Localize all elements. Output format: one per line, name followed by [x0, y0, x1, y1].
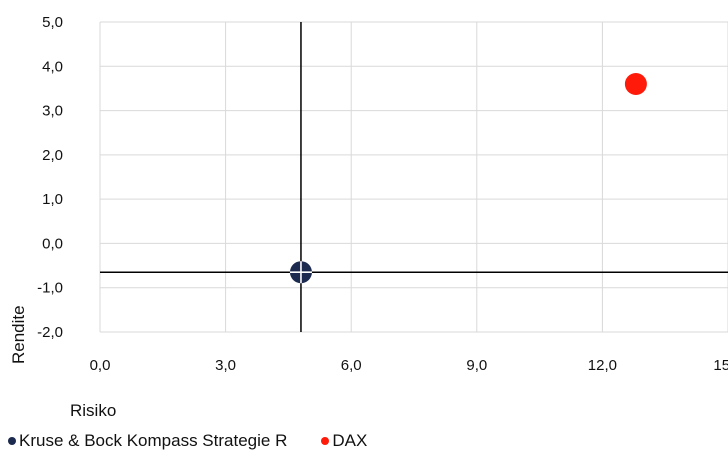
- y-tick-label: -2,0: [37, 324, 63, 341]
- legend-item-kruse-bock: Kruse & Bock Kompass Strategie R: [8, 431, 287, 451]
- legend-item-dax: DAX: [321, 431, 367, 451]
- data-points: [289, 73, 647, 284]
- y-axis-label: Rendite: [9, 305, 28, 364]
- y-tick-label: 0,0: [42, 235, 63, 252]
- x-axis-ticks: 0,0 3,0 6,0 9,0 12,0 15,0: [90, 357, 728, 374]
- y-tick-label: -1,0: [37, 280, 63, 297]
- data-point: [624, 73, 647, 95]
- x-tick-label: 9,0: [466, 357, 487, 374]
- y-tick-label: 2,0: [42, 147, 63, 164]
- legend-label: Kruse & Bock Kompass Strategie R: [19, 431, 288, 450]
- x-axis-label: Risiko: [70, 401, 116, 420]
- y-tick-label: 1,0: [42, 191, 63, 208]
- grid-lines: [99, 21, 728, 333]
- x-tick-label: 15,0: [713, 357, 728, 374]
- y-tick-label: 3,0: [42, 103, 63, 120]
- x-tick-label: 0,0: [90, 357, 111, 374]
- y-tick-label: 5,0: [42, 14, 63, 31]
- legend: Kruse & Bock Kompass Strategie R DAX: [8, 431, 367, 451]
- y-tick-label: 4,0: [42, 58, 63, 75]
- legend-label: DAX: [332, 431, 368, 450]
- x-tick-label: 6,0: [341, 357, 362, 374]
- crosshair: [100, 22, 728, 332]
- legend-marker-dot: [321, 437, 330, 445]
- legend-marker-dot: [8, 437, 16, 445]
- x-tick-label: 3,0: [215, 357, 236, 374]
- x-tick-label: 12,0: [588, 357, 617, 374]
- y-axis-ticks: 5,0 4,0 3,0 2,0 1,0 0,0 -1,0 -2,0: [37, 14, 63, 341]
